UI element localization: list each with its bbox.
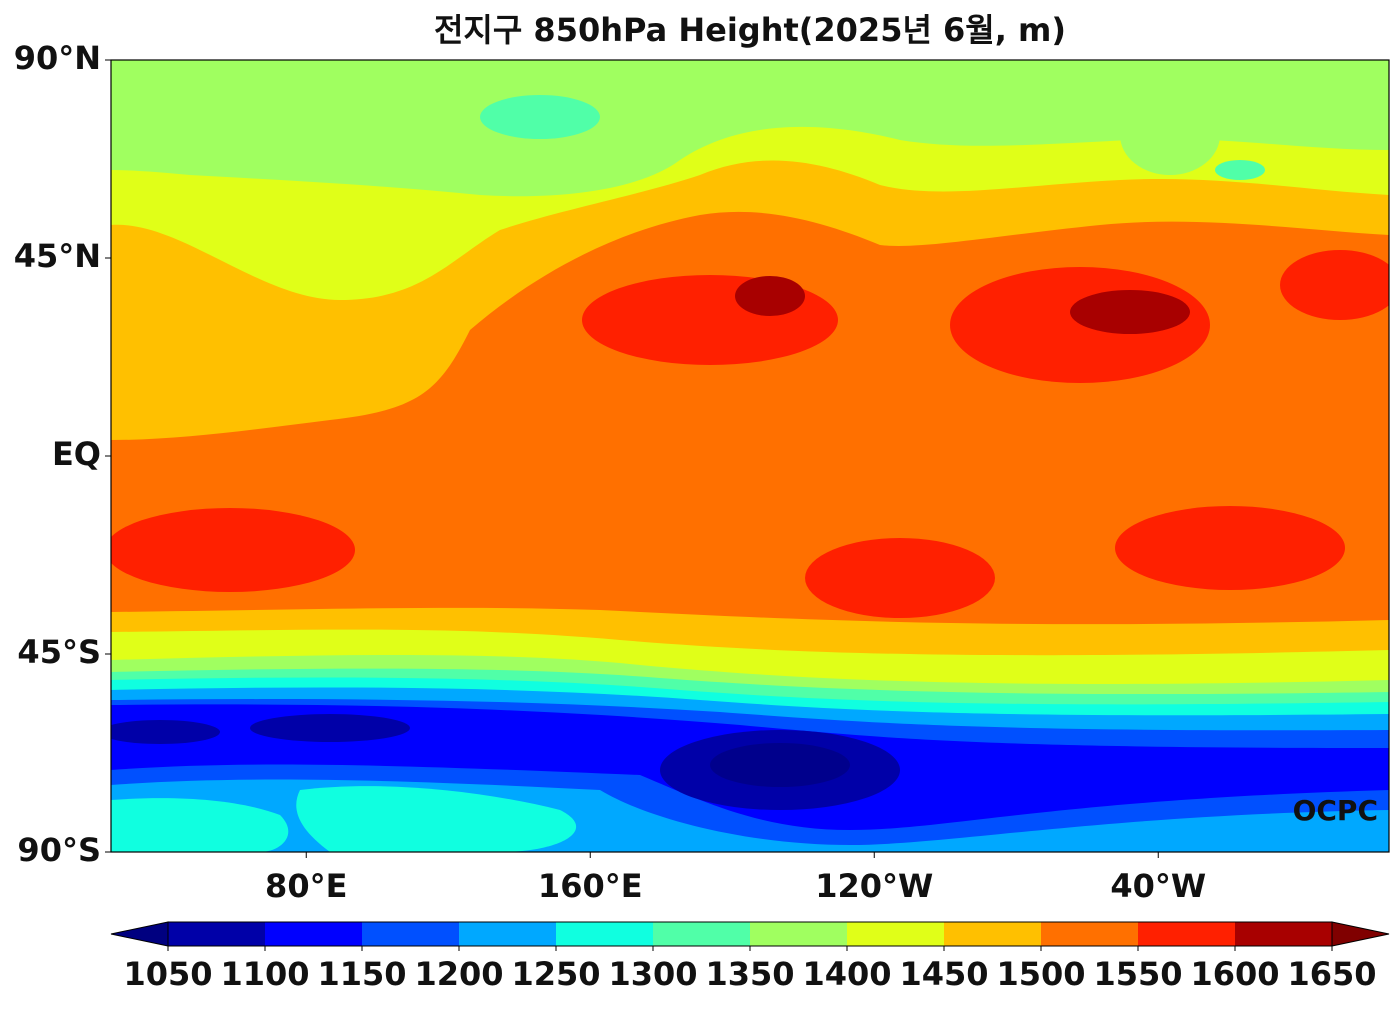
colorbar-tick-label: 1250 bbox=[511, 955, 600, 993]
lon-tick-label: 160°E bbox=[538, 867, 643, 905]
title: 전지구 850hPa Height(2025년 6월, m) bbox=[434, 11, 1066, 49]
lat-tick-label: 45°S bbox=[17, 633, 101, 671]
colorbar-tick-label: 1600 bbox=[1190, 955, 1279, 993]
lat-tick-label: 90°S bbox=[17, 831, 101, 869]
colorbar-tick-label: 1550 bbox=[1093, 955, 1182, 993]
colorbar-tick-label: 1500 bbox=[996, 955, 1085, 993]
colorbar-segment bbox=[459, 922, 556, 946]
colorbar-segment bbox=[653, 922, 750, 946]
colorbar-tick-label: 1100 bbox=[220, 955, 309, 993]
colorbar-tick-label: 1200 bbox=[414, 955, 503, 993]
lon-tick-label: 120°W bbox=[815, 867, 933, 905]
colorbar-segment bbox=[556, 922, 653, 946]
colorbar-tick-label: 1400 bbox=[802, 955, 891, 993]
lon-tick-label: 40°W bbox=[1110, 867, 1206, 905]
colorbar-tick-label: 1050 bbox=[123, 955, 212, 993]
colorbar-tick-label: 1650 bbox=[1287, 955, 1376, 993]
colorbar-segment bbox=[362, 922, 459, 946]
colorbar-segment bbox=[1041, 922, 1138, 946]
colorbar-tick-label: 1300 bbox=[608, 955, 697, 993]
colorbar-segment bbox=[1235, 922, 1332, 946]
map-field bbox=[111, 60, 1389, 852]
lat-tick-label: EQ bbox=[52, 435, 101, 473]
lat-tick-label: 90°N bbox=[14, 39, 101, 77]
lat-tick-label: 45°N bbox=[14, 237, 101, 275]
colorbar-segment bbox=[944, 922, 1041, 946]
colorbar-under bbox=[110, 921, 169, 947]
colorbar-segment bbox=[168, 922, 265, 946]
colorbar-segment bbox=[265, 922, 362, 946]
colorbar-over bbox=[1331, 921, 1390, 947]
colorbar-tick-label: 1450 bbox=[899, 955, 988, 993]
colorbar-tick-label: 1350 bbox=[705, 955, 794, 993]
lon-tick-label: 80°E bbox=[265, 867, 347, 905]
colorbar-segment bbox=[847, 922, 944, 946]
colorbar-segment bbox=[750, 922, 847, 946]
watermark: OCPC bbox=[1293, 794, 1378, 827]
colorbar-segment bbox=[1138, 922, 1235, 946]
colorbar-tick-label: 1150 bbox=[317, 955, 406, 993]
